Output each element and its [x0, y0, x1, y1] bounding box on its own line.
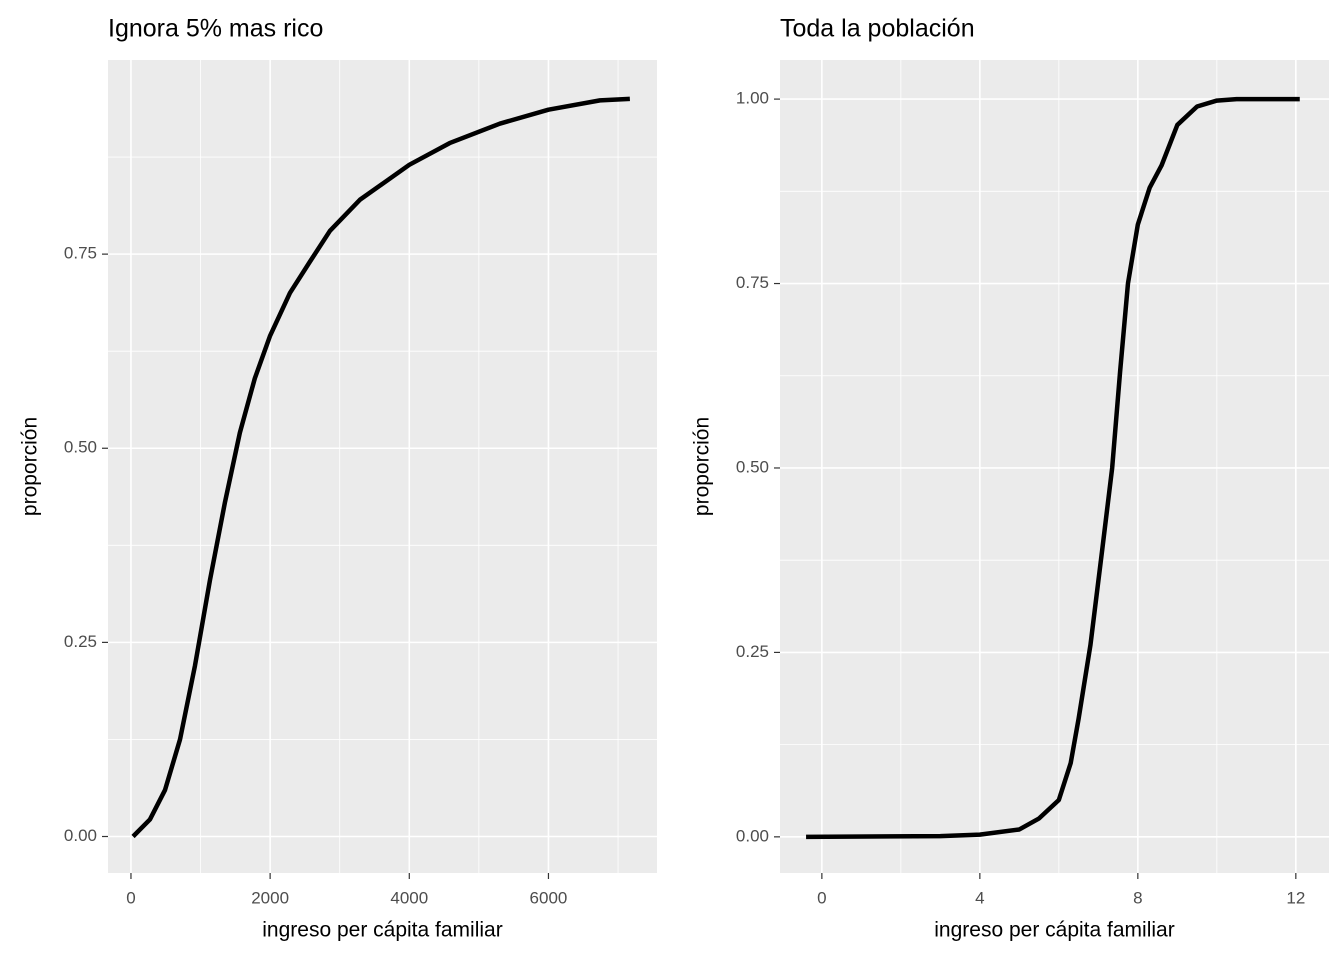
x-tick-label: 4000 — [390, 888, 428, 907]
panel-background — [108, 60, 657, 873]
y-tick-label: 0.75 — [736, 273, 769, 292]
y-tick-label: 0.50 — [64, 438, 97, 457]
chart-title: Ignora 5% mas rico — [108, 15, 323, 43]
x-tick-label: 0 — [817, 888, 826, 907]
y-tick-label: 0.75 — [64, 244, 97, 263]
x-tick-label: 0 — [126, 888, 135, 907]
x-tick-label: 12 — [1286, 888, 1305, 907]
panel-background — [780, 60, 1329, 873]
y-axis-title: proporción — [691, 417, 714, 516]
x-tick-label: 4 — [975, 888, 984, 907]
y-tick-label: 0.25 — [736, 642, 769, 661]
y-axis-title: proporción — [19, 417, 42, 516]
x-tick-label: 2000 — [251, 888, 289, 907]
y-tick-label: 0.00 — [736, 826, 769, 845]
x-tick-label: 6000 — [530, 888, 568, 907]
x-axis-title: ingreso per cápita familiar — [262, 919, 502, 942]
y-tick-label: 0.00 — [64, 826, 97, 845]
x-axis-title: ingreso per cápita familiar — [934, 919, 1174, 942]
x-tick-label: 8 — [1133, 888, 1142, 907]
line — [131, 96, 630, 839]
line — [806, 96, 1300, 840]
y-tick-label: 1.00 — [736, 89, 769, 108]
y-tick-label: 0.50 — [736, 457, 769, 476]
chart-title: Toda la población — [780, 15, 975, 43]
y-tick-label: 0.25 — [64, 632, 97, 651]
